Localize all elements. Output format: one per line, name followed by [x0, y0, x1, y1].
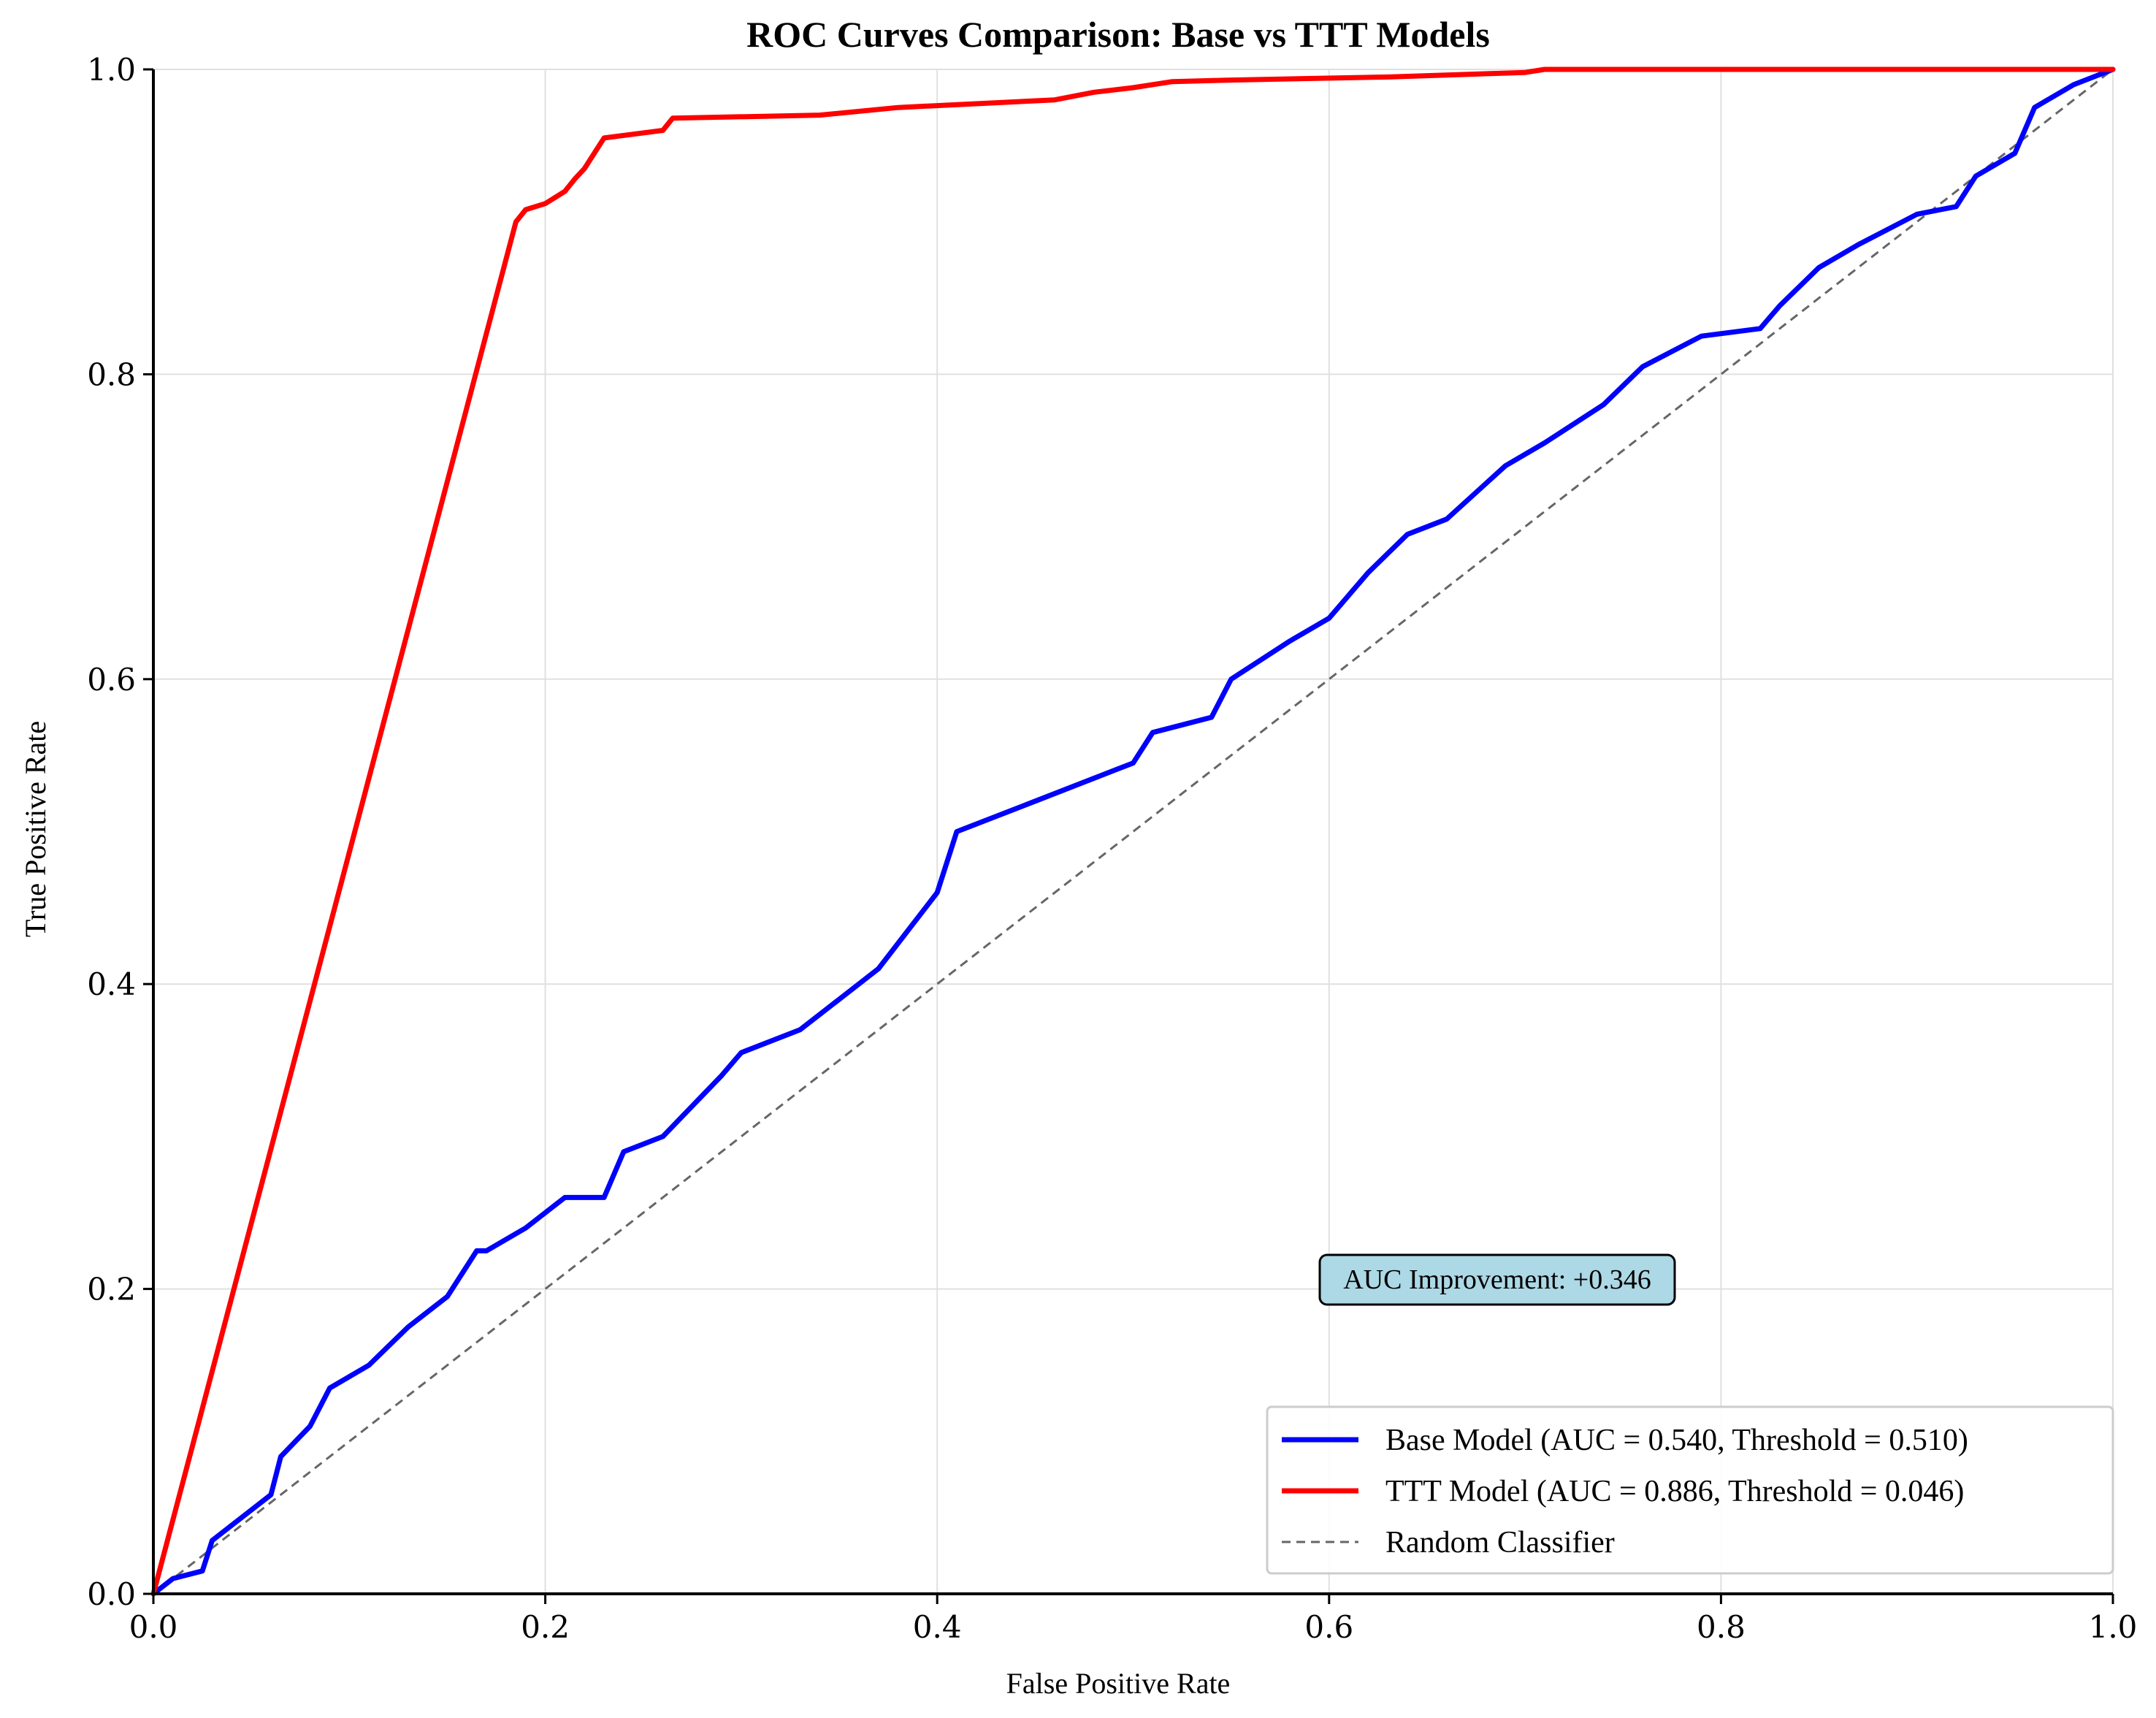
y-tick-label-1: 0.2 — [87, 1272, 136, 1307]
y-tick-label-2: 0.4 — [87, 966, 136, 1002]
x-tick-label-3: 0.6 — [1304, 1609, 1353, 1645]
x-tick-label-2: 0.4 — [913, 1609, 962, 1645]
y-tick-label-3: 0.6 — [87, 662, 136, 698]
annotation-text: AUC Improvement: +0.346 — [1343, 1264, 1651, 1295]
x-tick-label-0: 0.0 — [129, 1609, 178, 1645]
x-tick-label-1: 0.2 — [521, 1609, 570, 1645]
x-axis-label: False Positive Rate — [1006, 1667, 1231, 1700]
x-tick-label-4: 0.8 — [1697, 1609, 1746, 1645]
axes — [152, 69, 2113, 1595]
series-line-0 — [150, 66, 2116, 1597]
y-tick-label-5: 1.0 — [87, 52, 136, 88]
legend-label-2: Random Classifier — [1385, 1526, 1615, 1559]
y-axis-label: True Positive Rate — [19, 721, 52, 937]
series-layer — [150, 66, 2116, 1597]
chart-title: ROC Curves Comparison: Base vs TTT Model… — [746, 14, 1490, 55]
legend: Base Model (AUC = 0.540, Threshold = 0.5… — [1266, 1405, 2114, 1575]
annotation-box: AUC Improvement: +0.346 — [1318, 1253, 1676, 1306]
y-tick-label-4: 0.8 — [87, 356, 136, 392]
x-axis-ticks: 0.0 0.2 0.4 0.6 0.8 1.0 — [129, 1594, 2138, 1645]
series-line-2 — [153, 68, 2114, 1595]
series-line-1 — [150, 66, 2116, 1597]
annotation-background — [1318, 1253, 1676, 1306]
y-tick-label-0: 0.0 — [87, 1576, 136, 1612]
legend-label-0: Base Model (AUC = 0.540, Threshold = 0.5… — [1385, 1424, 1968, 1457]
legend-frame — [1266, 1405, 2114, 1575]
legend-label-1: TTT Model (AUC = 0.886, Threshold = 0.04… — [1385, 1475, 1964, 1508]
y-axis-ticks: 0.0 0.2 0.4 0.6 0.8 1.0 — [87, 52, 153, 1612]
x-tick-label-5: 1.0 — [2089, 1609, 2138, 1645]
